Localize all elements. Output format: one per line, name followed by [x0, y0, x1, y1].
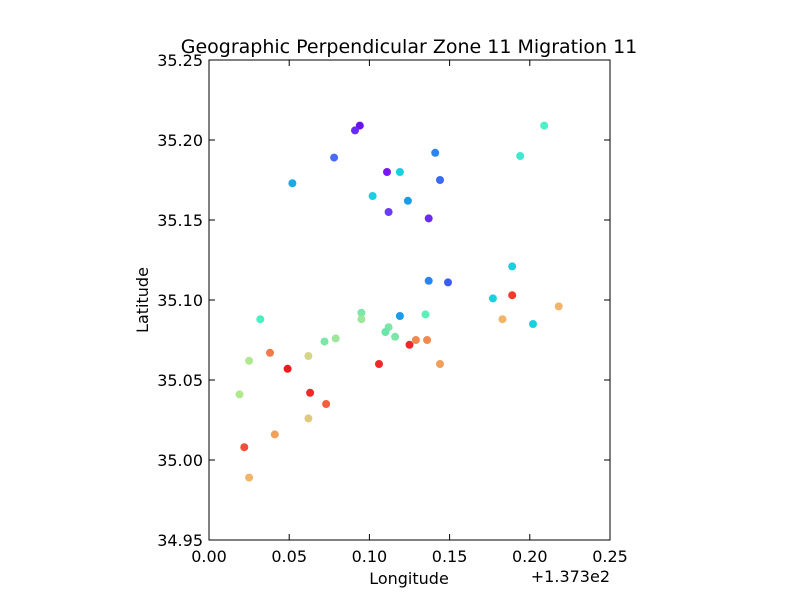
y-axis: 34.95 35.00 35.05 35.10 35.15 35.20 35.25: [157, 51, 610, 550]
x-tick-label: 0.10: [352, 547, 388, 566]
data-point: [383, 168, 391, 176]
data-point: [357, 315, 366, 324]
y-tick-label: 34.95: [157, 531, 203, 550]
x-axis-label: Longitude: [369, 569, 449, 588]
data-point: [395, 312, 404, 320]
data-point: [368, 192, 377, 200]
data-point: [554, 302, 563, 311]
x-axis: 0.00 0.05 0.10 0.15 0.20 0.25: [191, 60, 628, 566]
data-point: [240, 443, 249, 452]
data-point: [331, 334, 340, 343]
data-point: [436, 360, 444, 368]
x-axis-offset-label: +1.373e2: [531, 567, 610, 586]
data-point: [421, 310, 430, 319]
data-point: [540, 121, 549, 130]
data-point: [411, 336, 420, 344]
data-point: [245, 356, 254, 365]
data-point: [266, 348, 274, 357]
y-tick-label: 35.15: [157, 211, 203, 230]
data-point: [304, 352, 313, 360]
data-point: [384, 208, 393, 216]
x-tick-label: 0.25: [592, 547, 628, 566]
data-point: [423, 336, 432, 344]
y-tick-label: 35.25: [157, 51, 203, 70]
data-point: [498, 315, 507, 324]
data-point: [288, 179, 297, 188]
data-point: [403, 196, 412, 205]
data-point: [431, 148, 440, 157]
data-point: [256, 315, 265, 324]
data-point: [508, 291, 517, 300]
data-point: [424, 276, 433, 285]
chart-title: Geographic Perpendicular Zone 11 Migrati…: [181, 36, 638, 58]
data-point: [516, 152, 525, 160]
data-point: [391, 332, 400, 341]
x-tick-label: 0.15: [432, 547, 468, 566]
data-point: [436, 176, 444, 184]
data-point: [488, 294, 497, 303]
y-tick-label: 35.05: [157, 371, 203, 390]
x-tick-label: 0.20: [512, 547, 548, 566]
data-point: [270, 430, 279, 439]
y-tick-label: 35.00: [157, 451, 203, 470]
y-axis-label: Latitude: [133, 267, 152, 333]
data-point: [330, 153, 339, 162]
data-point: [424, 214, 433, 223]
data-point: [405, 340, 414, 349]
data-point: [444, 278, 452, 287]
data-point: [304, 414, 313, 423]
data-point: [322, 400, 331, 408]
data-point: [245, 473, 254, 482]
data-point: [283, 364, 292, 373]
data-point: [529, 320, 537, 328]
data-point: [375, 360, 383, 368]
points-layer: [235, 121, 563, 482]
data-point: [306, 388, 315, 397]
data-point: [235, 390, 244, 399]
y-tick-label: 35.20: [157, 131, 203, 150]
data-point: [357, 308, 366, 317]
data-point: [351, 126, 359, 135]
y-tick-label: 35.10: [157, 291, 203, 310]
data-point: [320, 337, 329, 346]
x-tick-label: 0.00: [191, 547, 227, 566]
x-tick-label: 0.05: [271, 547, 307, 566]
data-point: [381, 328, 390, 336]
data-point: [508, 262, 517, 271]
data-point: [395, 168, 404, 176]
